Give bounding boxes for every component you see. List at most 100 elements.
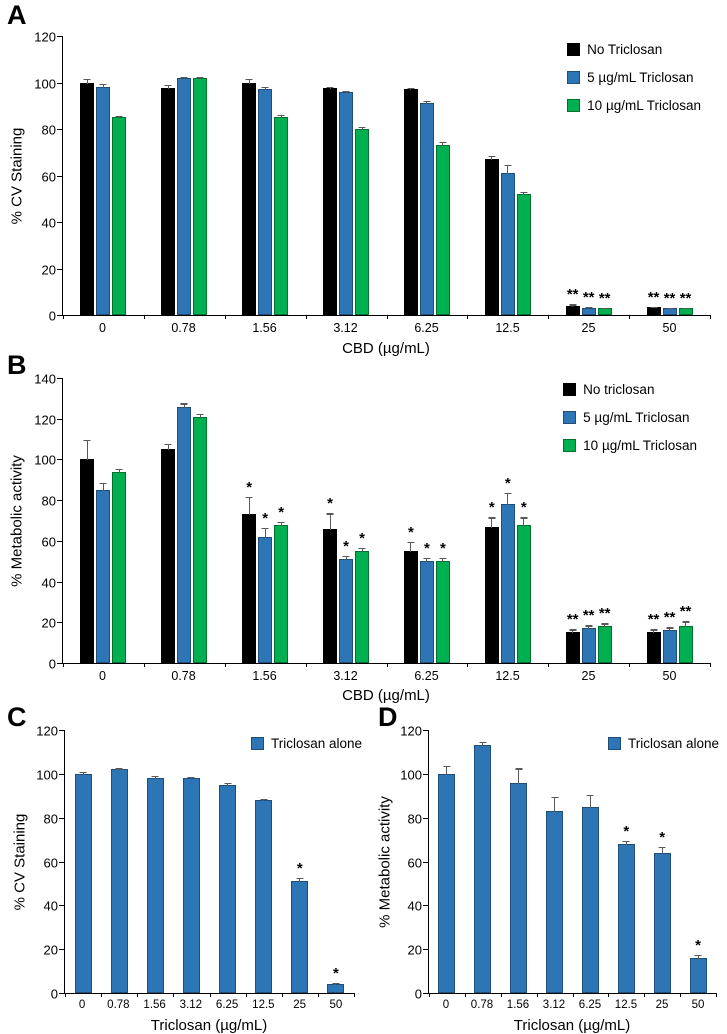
legend: No triclosan 5 µg/mL Triclosan 10 µg/mL Tr… bbox=[563, 382, 697, 453]
x-axis-tick-labels: 0 0.78 1.56 3.12 6.25 12.5 25 50 bbox=[62, 321, 710, 335]
bar: * bbox=[484, 500, 499, 663]
y-axis-tick-marks bbox=[57, 36, 62, 316]
bar bbox=[258, 87, 273, 315]
error-bar bbox=[586, 794, 594, 808]
error-bar bbox=[423, 100, 431, 105]
error-bar bbox=[358, 126, 366, 130]
significance-marker: ** bbox=[679, 603, 692, 621]
y-tick-label: 80 bbox=[407, 811, 422, 827]
y-tick-mark bbox=[423, 773, 428, 775]
x-tick-mark bbox=[386, 315, 388, 319]
bar-chart-cv-staining-vs-cbd: % CV Staining 0 20 40 60 80 100 120 ** ** ** ** **… bbox=[0, 0, 727, 357]
legend: No Triclosan 5 µg/mL Triclosan 10 µg/mL Tr… bbox=[567, 42, 701, 113]
bar-group bbox=[173, 730, 209, 993]
error-bar-cap bbox=[261, 87, 269, 89]
significance-marker: ** bbox=[663, 289, 676, 307]
bar-chart-cv-staining-vs-triclosan: % CV Staining 0 20 40 60 80 100 120 * * 0 0.78 1.… bbox=[0, 704, 372, 1034]
y-tick-label: 60 bbox=[41, 534, 56, 550]
x-tick-mark bbox=[386, 663, 388, 667]
error-bar bbox=[99, 83, 107, 89]
x-axis-tick-labels: 0 0.78 1.56 3.12 6.25 12.5 25 50 bbox=[64, 999, 354, 1011]
bar-group: * * * bbox=[467, 378, 548, 663]
x-tick-label: 0.78 bbox=[171, 669, 196, 683]
error-bar bbox=[115, 116, 123, 119]
error-bar bbox=[326, 513, 334, 530]
error-bar-cap bbox=[520, 517, 528, 519]
error-bar-cap bbox=[650, 629, 658, 631]
y-tick-label: 60 bbox=[41, 169, 56, 184]
error-bar bbox=[164, 84, 172, 90]
error-bar-cap bbox=[260, 798, 268, 801]
y-tick-mark bbox=[59, 861, 64, 863]
bar: * bbox=[403, 525, 418, 663]
error-bar bbox=[260, 798, 268, 802]
error-bar-cap bbox=[277, 114, 285, 117]
y-tick-label: 0 bbox=[50, 986, 58, 1002]
error-bar-cap bbox=[520, 191, 528, 193]
bar: ** bbox=[581, 608, 596, 663]
y-tick-label: 60 bbox=[407, 855, 422, 870]
error-bar-cap bbox=[515, 768, 523, 770]
x-tick-mark bbox=[209, 993, 211, 997]
error-bar bbox=[115, 768, 123, 771]
error-bar bbox=[488, 155, 496, 161]
bar bbox=[193, 76, 208, 315]
significance-marker: * bbox=[504, 475, 511, 493]
bar: ** bbox=[678, 604, 693, 663]
y-tick-mark bbox=[59, 817, 64, 819]
y-tick-mark bbox=[59, 949, 64, 951]
bar: * bbox=[419, 541, 434, 663]
error-bar-cap bbox=[666, 627, 674, 629]
bar-group bbox=[210, 730, 246, 993]
x-tick-mark bbox=[429, 993, 430, 997]
legend-label: 10 µg/mL Triclosan bbox=[587, 98, 701, 113]
bar: ** bbox=[662, 610, 677, 663]
error-bar-cap bbox=[479, 741, 487, 744]
x-tick-label: 0.78 bbox=[171, 321, 196, 335]
bar-chart-metabolic-activity-vs-cbd: % Metabolic activity 0 20 40 60 80 100 120 140 … bbox=[0, 352, 727, 704]
x-tick-label: 1.56 bbox=[506, 999, 530, 1011]
error-bar-cap bbox=[164, 444, 172, 446]
bar: * bbox=[500, 476, 515, 663]
y-tick-mark bbox=[59, 905, 64, 907]
y-tick-mark bbox=[57, 622, 62, 624]
bar-group bbox=[137, 730, 173, 993]
bar-group: * * * bbox=[225, 378, 306, 663]
x-tick-label: 6.25 bbox=[578, 999, 602, 1011]
bar-group: ** ** ** bbox=[548, 378, 629, 663]
error-bar bbox=[585, 625, 593, 630]
y-tick-mark bbox=[59, 730, 64, 731]
x-tick-mark bbox=[710, 663, 711, 667]
error-bar-cap bbox=[196, 413, 204, 415]
error-bar bbox=[224, 782, 232, 786]
error-bar bbox=[151, 775, 159, 780]
x-tick-mark bbox=[101, 993, 103, 997]
plot-area: * * * bbox=[428, 730, 717, 997]
bar bbox=[80, 78, 95, 315]
bar: * bbox=[689, 938, 707, 993]
bar bbox=[581, 794, 599, 993]
bar bbox=[96, 83, 111, 315]
bar-group: * * * bbox=[306, 378, 387, 663]
bar-group bbox=[465, 730, 501, 993]
panel-a: A % CV Staining 0 20 40 60 80 100 120 ** ** ** **… bbox=[0, 0, 727, 357]
legend-label: Triclosan alone bbox=[270, 736, 362, 751]
bar: * bbox=[435, 541, 450, 663]
bar bbox=[193, 413, 208, 663]
x-tick-mark bbox=[629, 315, 631, 319]
error-bar bbox=[187, 777, 195, 780]
y-axis-tick-labels: 0 20 40 60 80 100 120 bbox=[26, 725, 58, 1001]
significance-marker: ** bbox=[566, 286, 579, 304]
bar-group: * bbox=[608, 730, 644, 993]
legend-label: No triclosan bbox=[583, 382, 655, 397]
y-tick-mark bbox=[57, 82, 62, 84]
significance-marker: ** bbox=[663, 609, 676, 627]
error-bar bbox=[504, 164, 512, 175]
error-bar bbox=[585, 306, 593, 310]
legend-label: 10 µg/mL Triclosan bbox=[583, 438, 697, 453]
bar: ** bbox=[597, 291, 612, 315]
panel-d: D % Metabolic activity 0 20 40 60 80 100 120 *… bbox=[372, 704, 727, 1034]
error-bar bbox=[358, 547, 366, 553]
x-tick-mark bbox=[500, 993, 502, 997]
